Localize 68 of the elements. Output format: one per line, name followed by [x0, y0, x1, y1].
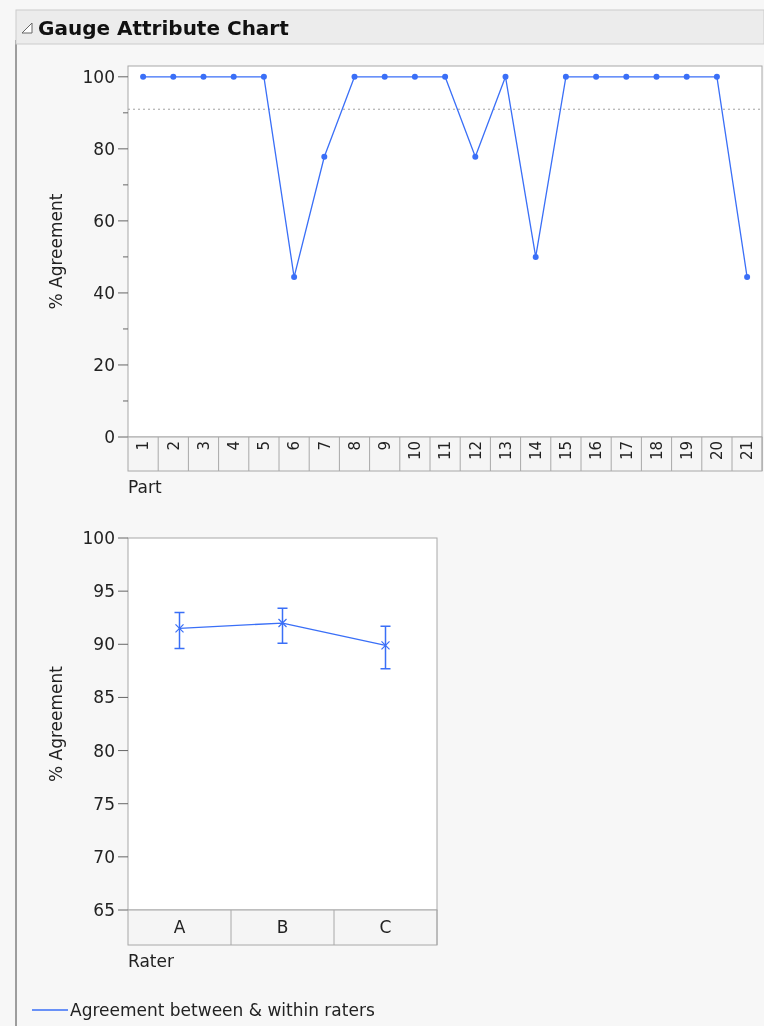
x-tick-label: 14 — [526, 441, 545, 461]
point — [170, 73, 177, 80]
x-tick-label: 2 — [164, 441, 183, 451]
point — [653, 73, 660, 80]
point — [291, 274, 298, 281]
y-axis-title: % Agreement — [46, 193, 66, 310]
y-tick-label: 100 — [82, 66, 115, 87]
y-axis-title: % Agreement — [46, 665, 66, 782]
x-tick-label: 16 — [587, 441, 606, 461]
x-tick-label: A — [173, 917, 186, 938]
x-tick-label: 13 — [496, 441, 515, 461]
x-tick-label: 6 — [285, 441, 304, 451]
point — [532, 253, 539, 260]
point — [277, 618, 288, 628]
x-tick-label: 19 — [677, 441, 696, 461]
point — [230, 73, 237, 80]
x-tick-label: 10 — [406, 441, 425, 461]
point — [472, 153, 479, 160]
y-tick-label: 80 — [93, 138, 115, 159]
point — [502, 73, 509, 80]
x-tick-label: 3 — [194, 441, 213, 451]
y-tick-label: 80 — [93, 740, 115, 761]
y-tick-label: 85 — [93, 687, 115, 708]
y-tick-label: 40 — [93, 282, 115, 303]
x-tick-label: 4 — [224, 441, 243, 451]
point — [260, 73, 267, 80]
x-axis-title: Part — [128, 477, 162, 497]
x-tick-label: 21 — [738, 441, 757, 461]
x-tick-label: C — [379, 917, 392, 938]
y-tick-label: 75 — [93, 793, 115, 814]
y-tick-label: 100 — [82, 527, 115, 548]
point — [744, 274, 751, 281]
chart-title: Gauge Attribute Chart — [38, 16, 290, 40]
x-tick-label: 15 — [557, 441, 576, 461]
point — [200, 73, 207, 80]
y-tick-label: 95 — [93, 581, 115, 602]
point — [713, 73, 720, 80]
y-tick-label: 65 — [93, 899, 115, 920]
y-tick-label: 20 — [93, 354, 115, 375]
point — [381, 73, 388, 80]
legend-label: Agreement between & within raters — [70, 999, 375, 1020]
y-tick-label: 90 — [93, 634, 115, 655]
point — [562, 73, 569, 80]
point — [351, 73, 358, 80]
x-tick-label: 7 — [315, 441, 334, 451]
x-tick-label: 17 — [617, 441, 636, 461]
x-tick-label: 5 — [255, 441, 274, 451]
x-tick-label: 8 — [345, 441, 364, 451]
point — [593, 73, 600, 80]
x-axis-title: Rater — [128, 951, 174, 971]
x-tick-label: B — [276, 917, 289, 938]
point — [380, 640, 391, 650]
point — [442, 73, 449, 80]
x-tick-label: 1 — [134, 441, 153, 451]
y-tick-label: 0 — [104, 426, 115, 447]
point — [140, 73, 147, 80]
y-tick-label: 60 — [93, 210, 115, 231]
point — [683, 73, 690, 80]
point — [411, 73, 418, 80]
point — [321, 153, 328, 160]
x-tick-label: 11 — [436, 441, 455, 461]
x-tick-label: 20 — [708, 441, 727, 461]
x-tick-label: 12 — [466, 441, 485, 461]
point — [174, 623, 185, 633]
x-tick-label: 18 — [647, 441, 666, 461]
point — [623, 73, 630, 80]
x-tick-label: 9 — [375, 441, 394, 451]
y-tick-label: 70 — [93, 846, 115, 867]
